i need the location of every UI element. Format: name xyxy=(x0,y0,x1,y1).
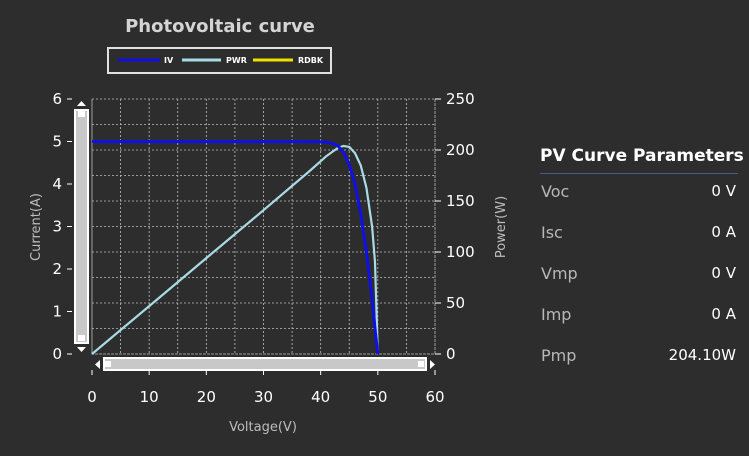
param-value: 0 V xyxy=(711,182,736,200)
vertical-scroll-handle-bottom[interactable] xyxy=(78,335,85,341)
param-value: 0 A xyxy=(711,305,736,323)
param-label: Voc xyxy=(541,182,570,201)
y-left-tick-label: 0 xyxy=(52,345,62,363)
series-line-iv xyxy=(92,140,380,355)
param-label: Pmp xyxy=(541,346,577,365)
param-value: 0 V xyxy=(711,264,736,282)
x-tick-label: 60 xyxy=(425,388,444,406)
series xyxy=(91,140,380,355)
param-label: Vmp xyxy=(541,264,578,283)
y-right-tick-label: 150 xyxy=(446,192,475,210)
plot-frame xyxy=(91,98,436,355)
grid xyxy=(91,98,436,355)
y-right-tick-label: 0 xyxy=(446,345,456,363)
series-line-pwr xyxy=(91,144,379,355)
vertical-scrollbar[interactable] xyxy=(74,101,89,352)
vertical-scroll-handle-top[interactable] xyxy=(78,111,85,117)
y-axis-left: 0 1 2 3 4 5 6 xyxy=(52,90,72,363)
legend: IV PWR RDBK xyxy=(107,47,332,74)
scroll-left-arrow-icon[interactable] xyxy=(95,360,100,369)
y-left-tick-label: 5 xyxy=(52,133,62,151)
vertical-scroll-thumb[interactable] xyxy=(74,109,89,344)
parameters-title: PV Curve Parameters xyxy=(540,146,744,174)
horizontal-scroll-thumb[interactable] xyxy=(103,357,427,371)
y-left-tick-label: 4 xyxy=(52,175,62,193)
y-axis-right-title: Power(W) xyxy=(494,196,509,258)
y-right-tick-label: 100 xyxy=(446,243,475,261)
x-tick-label: 20 xyxy=(197,388,216,406)
legend-label-pwr: PWR xyxy=(226,56,247,65)
y-left-tick-label: 1 xyxy=(52,303,62,321)
horizontal-scroll-handle-left[interactable] xyxy=(105,361,111,367)
chart-title: Photovoltaic curve xyxy=(125,16,315,37)
x-tick-label: 0 xyxy=(87,388,97,406)
x-tick-label: 40 xyxy=(311,388,330,406)
param-value: 0 A xyxy=(711,223,736,241)
param-label: Imp xyxy=(541,305,572,324)
param-row-imp: Imp 0 A xyxy=(540,297,738,338)
y-axis-right: 0 50 100 150 200 250 xyxy=(435,90,475,363)
scroll-up-arrow-icon[interactable] xyxy=(77,101,86,106)
horizontal-scroll-handle-right[interactable] xyxy=(418,361,424,367)
param-label: Isc xyxy=(541,223,563,242)
y-left-tick-label: 2 xyxy=(52,260,62,278)
legend-label-iv: IV xyxy=(164,56,174,65)
x-axis-title: Voltage(V) xyxy=(229,420,297,435)
x-axis: 0 10 20 30 40 50 60 xyxy=(87,370,445,406)
pv-parameters-panel: PV Curve Parameters Voc 0 V Isc 0 A Vmp … xyxy=(540,146,744,379)
scroll-down-arrow-icon[interactable] xyxy=(77,347,86,352)
x-tick-label: 50 xyxy=(368,388,387,406)
y-right-tick-label: 200 xyxy=(446,141,475,159)
param-row-vmp: Vmp 0 V xyxy=(540,256,738,297)
legend-label-rdbk: RDBK xyxy=(298,56,324,65)
param-row-voc: Voc 0 V xyxy=(540,174,738,215)
horizontal-scrollbar[interactable] xyxy=(95,357,435,371)
y-left-tick-label: 6 xyxy=(52,90,62,108)
scroll-right-arrow-icon[interactable] xyxy=(430,360,435,369)
y-axis-left-title: Current(A) xyxy=(29,193,44,261)
param-row-isc: Isc 0 A xyxy=(540,215,738,256)
y-left-tick-label: 3 xyxy=(52,218,62,236)
param-row-pmp: Pmp 204.10W xyxy=(540,338,738,379)
param-value: 204.10W xyxy=(668,346,736,364)
x-tick-label: 30 xyxy=(254,388,273,406)
y-right-tick-label: 250 xyxy=(446,90,475,108)
x-tick-label: 10 xyxy=(140,388,159,406)
legend-box xyxy=(107,47,332,74)
y-right-tick-label: 50 xyxy=(446,294,465,312)
